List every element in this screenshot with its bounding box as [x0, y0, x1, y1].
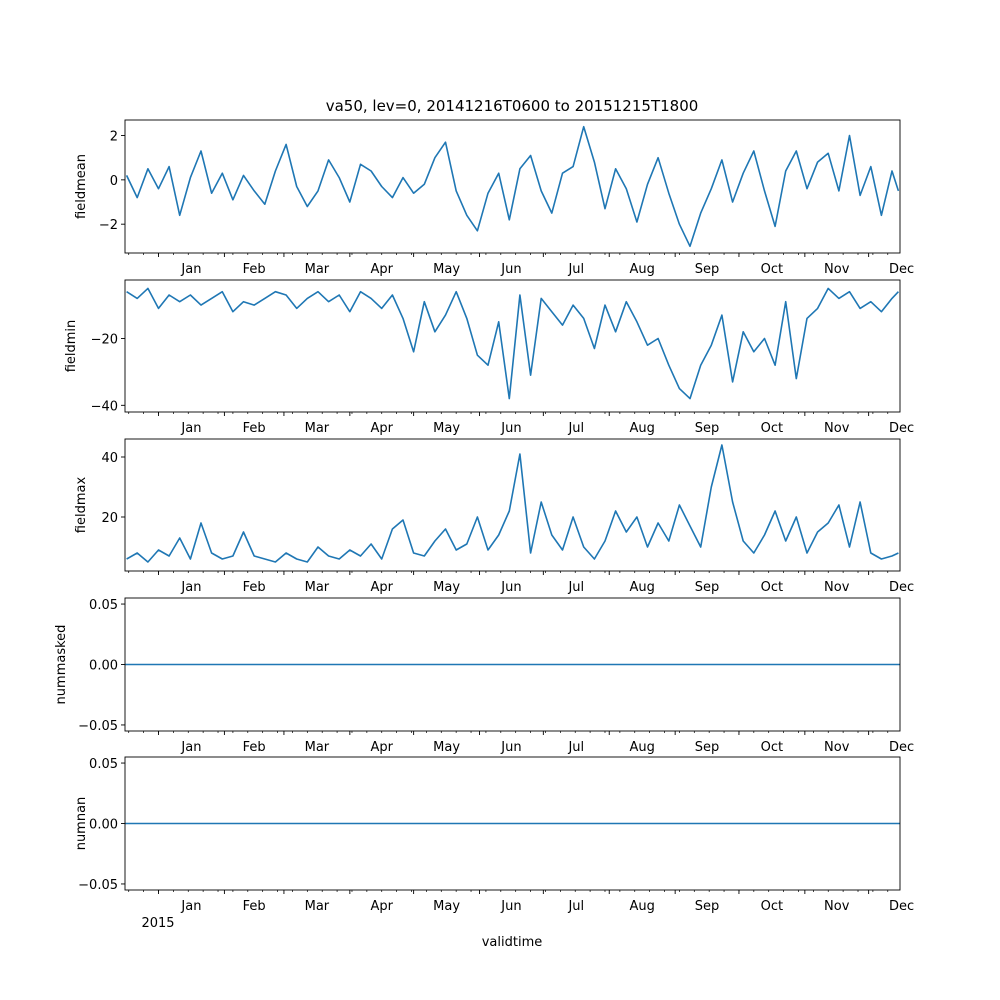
- x-tick-label: May: [433, 580, 460, 595]
- x-tick-label: Oct: [761, 580, 783, 595]
- x-tick-label: Jan: [180, 262, 201, 277]
- x-tick-label: Apr: [370, 262, 393, 277]
- x-tick-label: Mar: [305, 740, 330, 755]
- y-tick-label: 0: [110, 174, 118, 189]
- x-tick-label: Jul: [567, 262, 584, 277]
- x-tick-label: Mar: [305, 580, 330, 595]
- y-tick-label: −20: [91, 332, 118, 347]
- axes-frame: [124, 438, 901, 572]
- y-tick-label: −0.05: [78, 878, 118, 893]
- series-line-fieldmin: [126, 287, 899, 400]
- x-axis-label: validtime: [482, 935, 543, 950]
- x-tick-label: Aug: [630, 899, 655, 914]
- x-tick-label: Sep: [695, 899, 720, 914]
- y-tick-label: 40: [101, 451, 118, 466]
- x-tick-label: Feb: [243, 421, 266, 436]
- x-tick-label: Jul: [567, 421, 584, 436]
- series-line-fieldmean: [125, 125, 900, 248]
- x-tick-label: Jun: [500, 580, 521, 595]
- x-tick-label: Mar: [305, 899, 330, 914]
- x-tick-label: Nov: [824, 580, 850, 595]
- x-tick-label: Feb: [243, 740, 266, 755]
- x-tick-label: Feb: [243, 262, 266, 277]
- x-tick-label: Apr: [370, 740, 393, 755]
- x-tick-label: Jun: [500, 899, 521, 914]
- x-tick-label: Dec: [889, 262, 914, 277]
- x-tick-label: Jan: [180, 580, 201, 595]
- x-tick-label: Nov: [824, 740, 850, 755]
- x-tick-label: May: [433, 421, 460, 436]
- x-tick-label: Dec: [889, 580, 914, 595]
- x-tick-label: Aug: [630, 262, 655, 277]
- y-axis-label: fieldmin: [64, 320, 79, 373]
- x-tick-label: Jul: [567, 580, 584, 595]
- x-tick-label: Aug: [630, 580, 655, 595]
- x-tick-label: Oct: [761, 899, 783, 914]
- x-tick-label: Oct: [761, 740, 783, 755]
- y-tick-label: −40: [91, 399, 118, 414]
- x-tick-label: Sep: [695, 740, 720, 755]
- x-tick-label: Nov: [824, 262, 850, 277]
- x-tick-label: Dec: [889, 421, 914, 436]
- x-tick-label: Apr: [370, 580, 393, 595]
- y-tick-label: 0.00: [89, 818, 118, 833]
- axes-frame: [124, 119, 901, 254]
- x-tick-label: Aug: [630, 421, 655, 436]
- x-tick-label: Oct: [761, 262, 783, 277]
- x-tick-label: Jun: [500, 740, 521, 755]
- x-tick-label: Jan: [180, 740, 201, 755]
- x-tick-label: Jul: [567, 740, 584, 755]
- y-tick-label: 20: [101, 511, 118, 526]
- y-axis-label: fieldmax: [74, 477, 89, 534]
- panel-numnan: 0.05 0.00 −0.05 numnan Jan Feb Mar Apr May Jun Jul…: [74, 756, 914, 914]
- panel-fieldmean: −2 0 2 fieldmean Jan Feb Mar Apr May Jun Jul Aug Sep…: [74, 119, 914, 277]
- x-tick-label: Jan: [180, 899, 201, 914]
- x-tick-label: Jun: [500, 421, 521, 436]
- y-axis-label: fieldmean: [74, 154, 89, 219]
- y-axis-label: nummasked: [54, 625, 69, 705]
- x-tick-label: Feb: [243, 899, 266, 914]
- x-tick-label: Dec: [889, 740, 914, 755]
- y-tick-label: −0.05: [78, 719, 118, 734]
- x-tick-label: Aug: [630, 740, 655, 755]
- x-tick-label: Jan: [180, 421, 201, 436]
- x-tick-label: Nov: [824, 899, 850, 914]
- y-tick-label: −2: [99, 218, 118, 233]
- axes-frame: [124, 279, 901, 413]
- y-tick-label: 2: [110, 130, 118, 145]
- x-tick-label: May: [433, 740, 460, 755]
- year-label: 2015: [141, 916, 174, 931]
- x-tick-label: May: [433, 262, 460, 277]
- x-tick-label: Jul: [567, 899, 584, 914]
- series-line-fieldmax: [126, 444, 899, 563]
- x-tick-label: Nov: [824, 421, 850, 436]
- panel-nummasked: 0.05 0.00 −0.05 nummasked Jan Feb Mar Apr May Jun…: [54, 597, 914, 755]
- x-tick-label: Sep: [695, 421, 720, 436]
- x-tick-label: Mar: [305, 262, 330, 277]
- x-tick-label: Dec: [889, 899, 914, 914]
- figure-title: va50, lev=0, 20141216T0600 to 20151215T1…: [326, 97, 699, 115]
- panel-fieldmin: −20 −40 fieldmin Jan Feb Mar Apr May Jun Jul Aug Se…: [64, 279, 914, 436]
- x-tick-label: Mar: [305, 421, 330, 436]
- y-tick-label: 0.05: [89, 598, 118, 613]
- y-axis-label: numnan: [74, 797, 89, 851]
- x-tick-label: Oct: [761, 421, 783, 436]
- x-tick-label: May: [433, 899, 460, 914]
- panel-fieldmax: 20 40 fieldmax Jan Feb Mar Apr May Jun Jul Aug Sep O…: [74, 438, 914, 595]
- y-tick-label: 0.05: [89, 757, 118, 772]
- x-tick-label: Sep: [695, 262, 720, 277]
- x-tick-label: Feb: [243, 580, 266, 595]
- x-tick-label: Jun: [500, 262, 521, 277]
- x-tick-label: Sep: [695, 580, 720, 595]
- x-tick-label: Apr: [370, 899, 393, 914]
- y-tick-label: 0.00: [89, 659, 118, 674]
- x-tick-label: Apr: [370, 421, 393, 436]
